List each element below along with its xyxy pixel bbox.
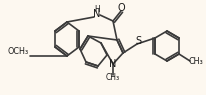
Text: CH₃: CH₃ xyxy=(105,72,119,82)
Text: O: O xyxy=(117,3,124,13)
Text: N: N xyxy=(93,9,100,19)
Text: H: H xyxy=(94,4,99,13)
Text: OCH₃: OCH₃ xyxy=(7,46,28,55)
Text: N: N xyxy=(109,59,116,69)
Text: CH₃: CH₃ xyxy=(188,57,202,66)
Text: S: S xyxy=(134,36,140,46)
